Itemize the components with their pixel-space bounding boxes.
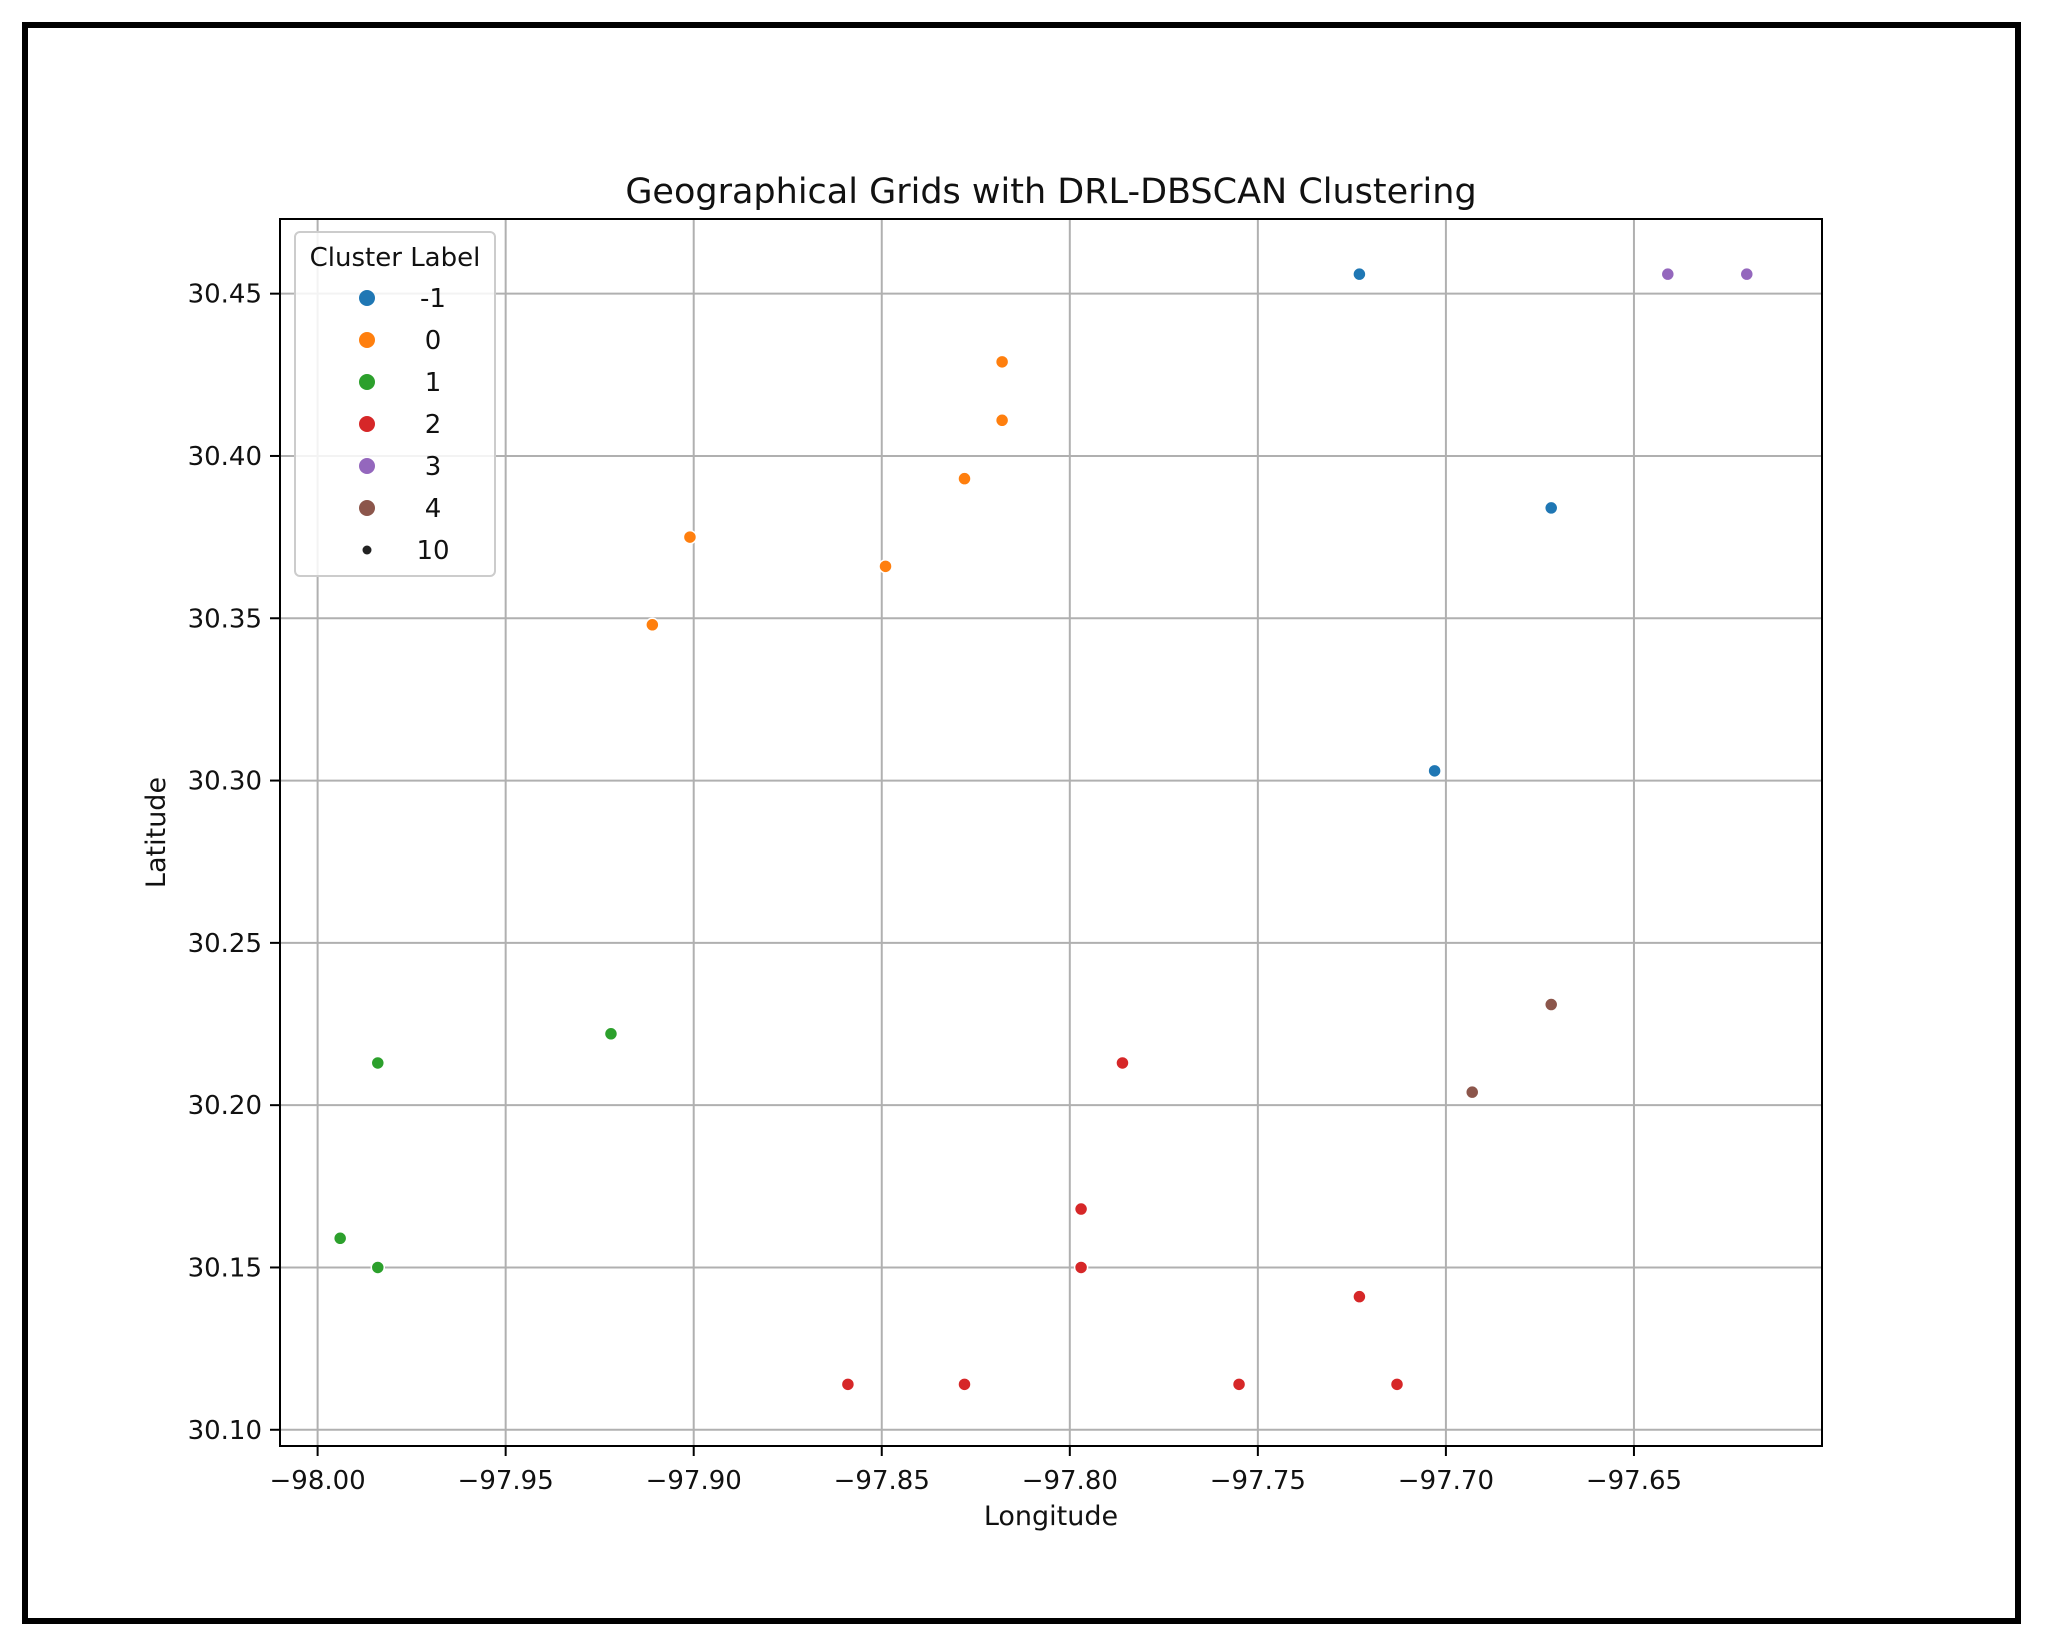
data-point-cluster--1: [1352, 266, 1367, 282]
data-point-cluster-4: [1543, 997, 1559, 1012]
y-tick-label: 30.15: [188, 1253, 262, 1283]
data-point-cluster-0: [878, 559, 893, 574]
legend-marker: [359, 332, 375, 348]
data-point-cluster--1: [1543, 500, 1559, 516]
data-point-cluster-1: [370, 1260, 386, 1275]
legend-marker: [359, 500, 375, 516]
y-tick-label: 30.25: [188, 929, 262, 959]
data-point-cluster-2: [957, 1377, 972, 1392]
legend-label: 10: [416, 536, 449, 566]
legend-marker: [359, 416, 375, 432]
legend-label: 2: [425, 410, 442, 440]
grid-lines: [280, 219, 1822, 1446]
legend-marker: [359, 290, 375, 306]
legend-label: 1: [425, 368, 442, 398]
legend-marker: [359, 374, 375, 390]
legend-marker: [359, 458, 375, 474]
data-point-cluster-2: [1389, 1377, 1405, 1392]
legend-title: Cluster Label: [310, 243, 481, 273]
data-point-cluster-2: [1073, 1260, 1089, 1275]
data-points: [332, 266, 1755, 1392]
plot-area: [279, 218, 1823, 1447]
data-point-cluster-0: [957, 471, 972, 486]
data-point-cluster-3: [1660, 266, 1676, 282]
axis-ticks: −98.00 −97.95 −97.90 −97.85 −97.80 −97.75 −97.…: [188, 280, 1682, 1496]
y-tick-label: 30.45: [188, 280, 262, 310]
y-tick-label: 30.30: [188, 767, 262, 797]
data-point-cluster-0: [994, 413, 1010, 428]
data-point-cluster-2: [840, 1377, 856, 1392]
y-tick-label: 30.20: [188, 1091, 262, 1121]
y-tick-label: 30.10: [188, 1416, 262, 1446]
data-point-cluster-1: [370, 1055, 386, 1071]
data-point-cluster-0: [645, 617, 660, 633]
data-point-cluster-1: [332, 1231, 348, 1246]
x-tick-label: −97.95: [458, 1466, 554, 1496]
data-point-cluster-2: [1352, 1289, 1367, 1304]
data-point-cluster-2: [1115, 1055, 1130, 1071]
chart-title: Geographical Grids with DRL-DBSCAN Clust…: [625, 172, 1476, 212]
data-point-cluster-4: [1464, 1084, 1480, 1100]
legend-label: 4: [425, 494, 442, 524]
legend: Cluster Label -1 0 1 2 3 4 10: [294, 231, 496, 577]
x-tick-label: −97.65: [1586, 1466, 1682, 1496]
x-tick-label: −97.75: [1210, 1466, 1306, 1496]
data-point-cluster-2: [1073, 1201, 1089, 1217]
data-point-cluster-3: [1739, 266, 1755, 282]
y-tick-label: 30.35: [188, 604, 262, 634]
legend-label: -1: [420, 284, 446, 314]
legend-label: 3: [425, 452, 442, 482]
x-axis-label: Longitude: [984, 1501, 1118, 1532]
x-tick-label: −97.80: [1022, 1466, 1118, 1496]
legend-box: [294, 231, 496, 577]
x-tick-label: −98.00: [270, 1466, 366, 1496]
data-point-cluster-2: [1231, 1377, 1247, 1392]
y-tick-label: 30.40: [188, 442, 262, 472]
x-tick-label: −97.90: [646, 1466, 742, 1496]
x-tick-label: −97.70: [1398, 1466, 1494, 1496]
data-point-cluster--1: [1427, 763, 1442, 779]
x-tick-label: −97.85: [834, 1466, 930, 1496]
data-point-cluster-0: [994, 354, 1010, 370]
data-point-cluster-0: [682, 529, 698, 545]
legend-marker: [362, 545, 372, 555]
y-axis-label: Latitude: [141, 777, 172, 888]
legend-label: 0: [425, 326, 442, 356]
data-point-cluster-1: [603, 1026, 619, 1042]
